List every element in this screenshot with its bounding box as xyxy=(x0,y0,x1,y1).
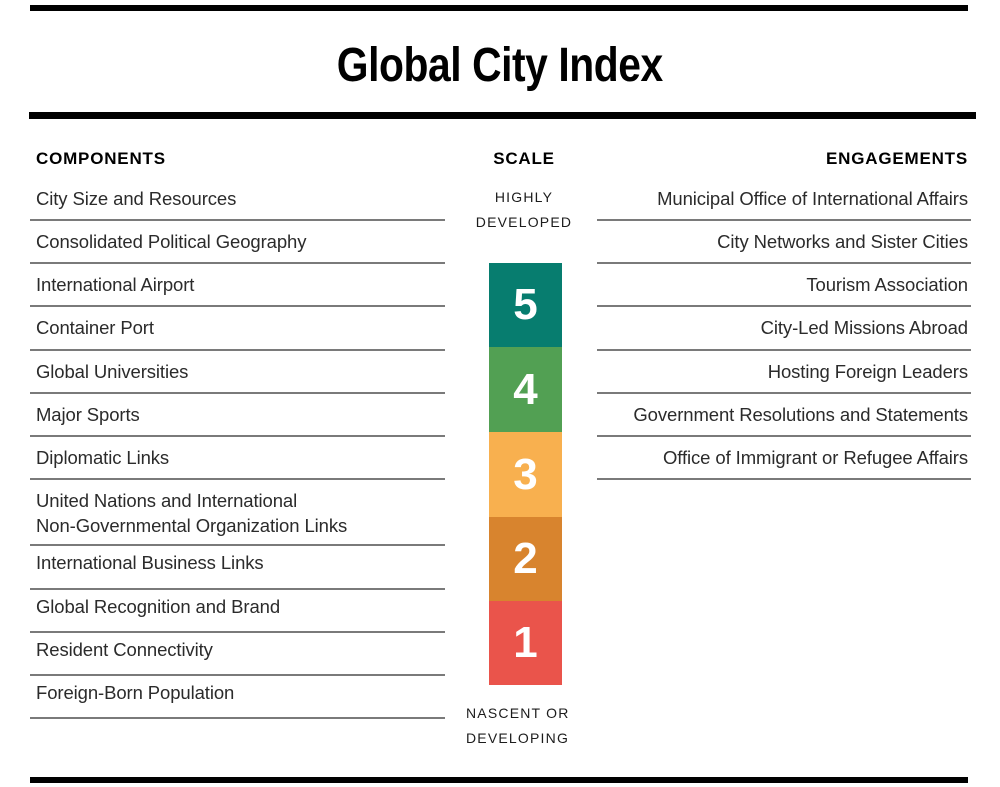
scale-bottom-label: NASCENT OR DEVELOPING xyxy=(466,705,570,746)
component-item: International Airport xyxy=(36,274,195,295)
divider xyxy=(30,305,445,307)
component-item: International Business Links xyxy=(36,552,264,573)
scale-level-4: 4 xyxy=(489,347,562,432)
page-title: Global City Index xyxy=(336,39,664,92)
divider xyxy=(597,305,971,307)
engagement-item: City Networks and Sister Cities xyxy=(717,231,968,252)
bottom-frame-rule xyxy=(30,777,968,783)
component-item: Global Recognition and Brand xyxy=(36,596,281,617)
component-item: Foreign-Born Population xyxy=(36,682,235,703)
scale-level-3-number: 3 xyxy=(513,449,538,499)
divider xyxy=(30,219,445,221)
divider xyxy=(597,478,971,480)
component-item: Resident Connectivity xyxy=(36,639,213,660)
divider xyxy=(30,262,445,264)
divider xyxy=(597,262,971,264)
scale-level-2: 2 xyxy=(489,517,562,601)
divider xyxy=(597,349,971,351)
divider xyxy=(30,392,445,394)
divider xyxy=(597,219,971,221)
divider xyxy=(30,717,445,719)
top-frame-rule xyxy=(30,5,968,11)
scale-header: SCALE xyxy=(493,149,555,168)
divider xyxy=(597,435,971,437)
divider xyxy=(30,435,445,437)
component-item: Global Universities xyxy=(36,361,189,382)
scale-level-1: 1 xyxy=(489,601,562,685)
component-item: Consolidated Political Geography xyxy=(36,231,307,252)
divider xyxy=(30,674,445,676)
components-header: COMPONENTS xyxy=(36,149,166,168)
scale-level-2-number: 2 xyxy=(513,534,538,583)
divider xyxy=(30,349,445,351)
engagement-item: Government Resolutions and Statements xyxy=(633,404,968,425)
engagement-item: Hosting Foreign Leaders xyxy=(767,361,968,382)
divider xyxy=(597,392,971,394)
component-item: Major Sports xyxy=(36,404,140,425)
scale-level-1-number: 1 xyxy=(513,618,538,667)
divider xyxy=(30,588,445,590)
scale-level-5: 5 xyxy=(489,263,562,347)
divider xyxy=(30,631,445,633)
component-item: City Size and Resources xyxy=(36,188,237,209)
title-divider-rule xyxy=(29,112,976,119)
engagement-item: Office of Immigrant or Refugee Affairs xyxy=(662,447,968,468)
engagement-item: Municipal Office of International Affair… xyxy=(657,188,968,209)
component-item: Diplomatic Links xyxy=(36,447,170,468)
scale-level-4-number: 4 xyxy=(513,364,538,414)
engagement-item: City-Led Missions Abroad xyxy=(760,317,968,338)
scale-level-3: 3 xyxy=(489,432,562,517)
component-item: Container Port xyxy=(36,317,154,338)
scale-level-5-number: 5 xyxy=(513,280,538,329)
engagements-header: ENGAGEMENTS xyxy=(826,149,968,168)
component-item: United Nations and International Non-Gov… xyxy=(36,490,348,536)
engagement-item: Tourism Association xyxy=(806,274,968,295)
scale-top-label: HIGHLY DEVELOPED xyxy=(475,189,573,230)
divider xyxy=(30,478,445,480)
divider xyxy=(30,544,445,546)
